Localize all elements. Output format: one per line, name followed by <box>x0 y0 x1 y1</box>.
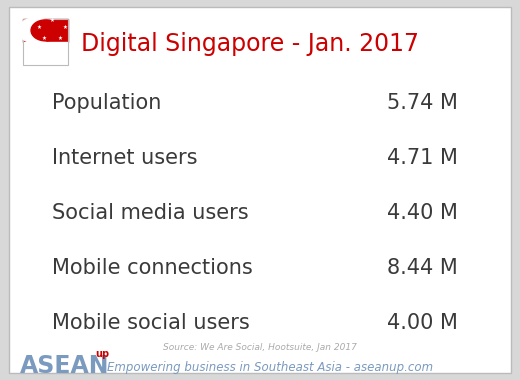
Text: 5.74 M: 5.74 M <box>387 93 458 112</box>
Text: ★: ★ <box>58 36 62 41</box>
Text: ASEAN: ASEAN <box>20 353 109 378</box>
Text: ★: ★ <box>63 25 68 30</box>
Text: Internet users: Internet users <box>52 148 198 168</box>
Text: 8.44 M: 8.44 M <box>387 258 458 278</box>
Text: Population: Population <box>52 93 161 112</box>
Text: ★: ★ <box>36 25 42 30</box>
Text: Digital Singapore - Jan. 2017: Digital Singapore - Jan. 2017 <box>81 32 419 56</box>
Bar <box>23 19 68 42</box>
Text: 4.00 M: 4.00 M <box>387 313 458 333</box>
Text: Social media users: Social media users <box>52 203 249 223</box>
Text: 4.40 M: 4.40 M <box>387 203 458 223</box>
Bar <box>23 19 68 65</box>
Text: Source: We Are Social, Hootsuite, Jan 2017: Source: We Are Social, Hootsuite, Jan 20… <box>163 343 357 352</box>
Text: Mobile social users: Mobile social users <box>52 313 250 333</box>
Text: Mobile connections: Mobile connections <box>52 258 253 278</box>
FancyBboxPatch shape <box>9 7 511 373</box>
Circle shape <box>18 17 53 43</box>
Circle shape <box>31 20 60 41</box>
Text: ★: ★ <box>50 18 55 23</box>
Text: Empowering business in Southeast Asia - aseanup.com: Empowering business in Southeast Asia - … <box>107 361 433 374</box>
Text: up: up <box>95 349 109 359</box>
Text: 4.71 M: 4.71 M <box>387 148 458 168</box>
Text: ★: ★ <box>42 36 46 41</box>
Bar <box>23 42 68 65</box>
